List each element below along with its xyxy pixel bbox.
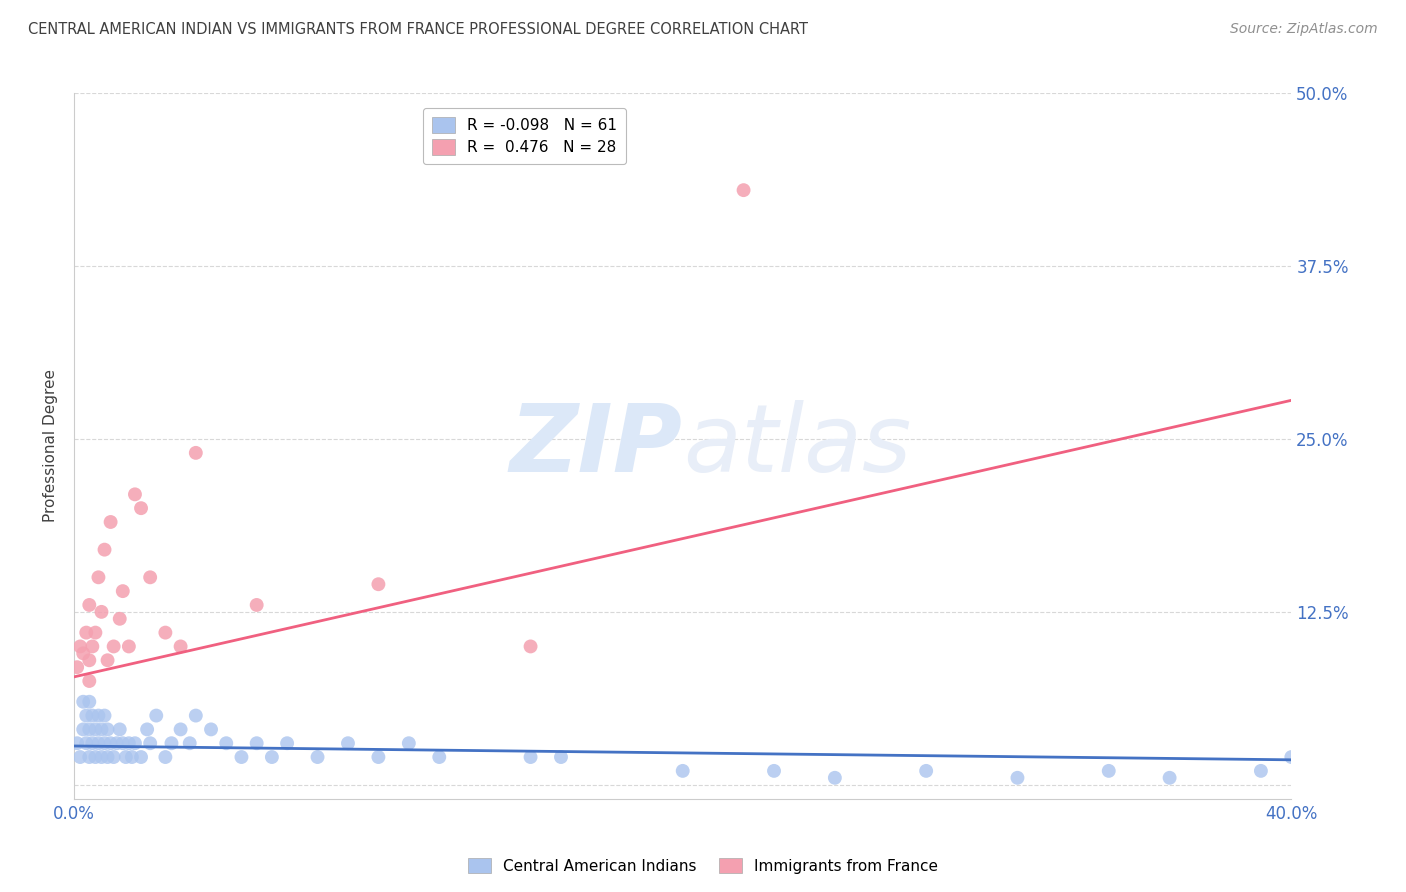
Point bbox=[763, 764, 786, 778]
Point bbox=[103, 750, 125, 764]
Point bbox=[87, 736, 110, 750]
Point bbox=[124, 487, 146, 501]
Point bbox=[155, 750, 177, 764]
Point bbox=[66, 736, 89, 750]
Y-axis label: Professional Degree: Professional Degree bbox=[44, 369, 58, 523]
Text: atlas: atlas bbox=[683, 401, 911, 491]
Point bbox=[66, 660, 89, 674]
Point bbox=[82, 736, 104, 750]
Point bbox=[398, 736, 420, 750]
Point bbox=[519, 640, 541, 654]
Point bbox=[307, 750, 329, 764]
Point bbox=[124, 736, 146, 750]
Point bbox=[97, 653, 120, 667]
Point bbox=[97, 723, 120, 737]
Point bbox=[69, 640, 91, 654]
Text: ZIP: ZIP bbox=[510, 400, 683, 492]
Point bbox=[427, 750, 450, 764]
Point bbox=[111, 736, 134, 750]
Point bbox=[75, 708, 97, 723]
Legend: R = -0.098   N = 61, R =  0.476   N = 28: R = -0.098 N = 61, R = 0.476 N = 28 bbox=[423, 108, 626, 164]
Point bbox=[108, 723, 131, 737]
Point bbox=[84, 750, 107, 764]
Point bbox=[1279, 750, 1302, 764]
Point bbox=[367, 750, 389, 764]
Point bbox=[231, 750, 253, 764]
Point bbox=[733, 183, 755, 197]
Point bbox=[1007, 771, 1029, 785]
Point bbox=[118, 736, 141, 750]
Point bbox=[169, 640, 191, 654]
Point bbox=[160, 736, 183, 750]
Point bbox=[69, 750, 91, 764]
Point bbox=[93, 708, 115, 723]
Point bbox=[79, 673, 101, 688]
Point bbox=[108, 612, 131, 626]
Text: CENTRAL AMERICAN INDIAN VS IMMIGRANTS FROM FRANCE PROFESSIONAL DEGREE CORRELATIO: CENTRAL AMERICAN INDIAN VS IMMIGRANTS FR… bbox=[28, 22, 808, 37]
Point bbox=[79, 598, 101, 612]
Point bbox=[260, 750, 283, 764]
Point bbox=[246, 598, 269, 612]
Point bbox=[105, 736, 128, 750]
Point bbox=[72, 646, 94, 660]
Point bbox=[87, 708, 110, 723]
Point bbox=[824, 771, 846, 785]
Point bbox=[169, 723, 191, 737]
Point bbox=[75, 625, 97, 640]
Point bbox=[82, 640, 104, 654]
Point bbox=[215, 736, 238, 750]
Point bbox=[111, 584, 134, 599]
Point bbox=[672, 764, 695, 778]
Point bbox=[90, 605, 112, 619]
Point bbox=[100, 736, 122, 750]
Point bbox=[118, 640, 141, 654]
Point bbox=[179, 736, 201, 750]
Point bbox=[1098, 764, 1121, 778]
Point bbox=[550, 750, 572, 764]
Point bbox=[90, 750, 112, 764]
Point bbox=[129, 501, 152, 516]
Point bbox=[184, 446, 207, 460]
Point bbox=[79, 695, 101, 709]
Point bbox=[155, 625, 177, 640]
Point bbox=[139, 570, 162, 584]
Point bbox=[184, 708, 207, 723]
Point bbox=[519, 750, 541, 764]
Point bbox=[1250, 764, 1272, 778]
Point bbox=[136, 723, 159, 737]
Point bbox=[246, 736, 269, 750]
Point bbox=[145, 708, 167, 723]
Point bbox=[100, 515, 122, 529]
Point bbox=[84, 625, 107, 640]
Point bbox=[79, 653, 101, 667]
Legend: Central American Indians, Immigrants from France: Central American Indians, Immigrants fro… bbox=[461, 852, 945, 880]
Point bbox=[84, 723, 107, 737]
Point bbox=[336, 736, 359, 750]
Point bbox=[129, 750, 152, 764]
Point bbox=[72, 695, 94, 709]
Point bbox=[103, 640, 125, 654]
Point bbox=[200, 723, 222, 737]
Point bbox=[72, 723, 94, 737]
Point bbox=[82, 708, 104, 723]
Point bbox=[915, 764, 938, 778]
Point bbox=[79, 750, 101, 764]
Point bbox=[93, 542, 115, 557]
Point bbox=[114, 750, 136, 764]
Point bbox=[75, 736, 97, 750]
Point bbox=[139, 736, 162, 750]
Point bbox=[87, 570, 110, 584]
Point bbox=[90, 723, 112, 737]
Point bbox=[79, 723, 101, 737]
Point bbox=[121, 750, 143, 764]
Point bbox=[1159, 771, 1181, 785]
Point bbox=[276, 736, 298, 750]
Point bbox=[367, 577, 389, 591]
Point bbox=[97, 750, 120, 764]
Point bbox=[93, 736, 115, 750]
Text: Source: ZipAtlas.com: Source: ZipAtlas.com bbox=[1230, 22, 1378, 37]
